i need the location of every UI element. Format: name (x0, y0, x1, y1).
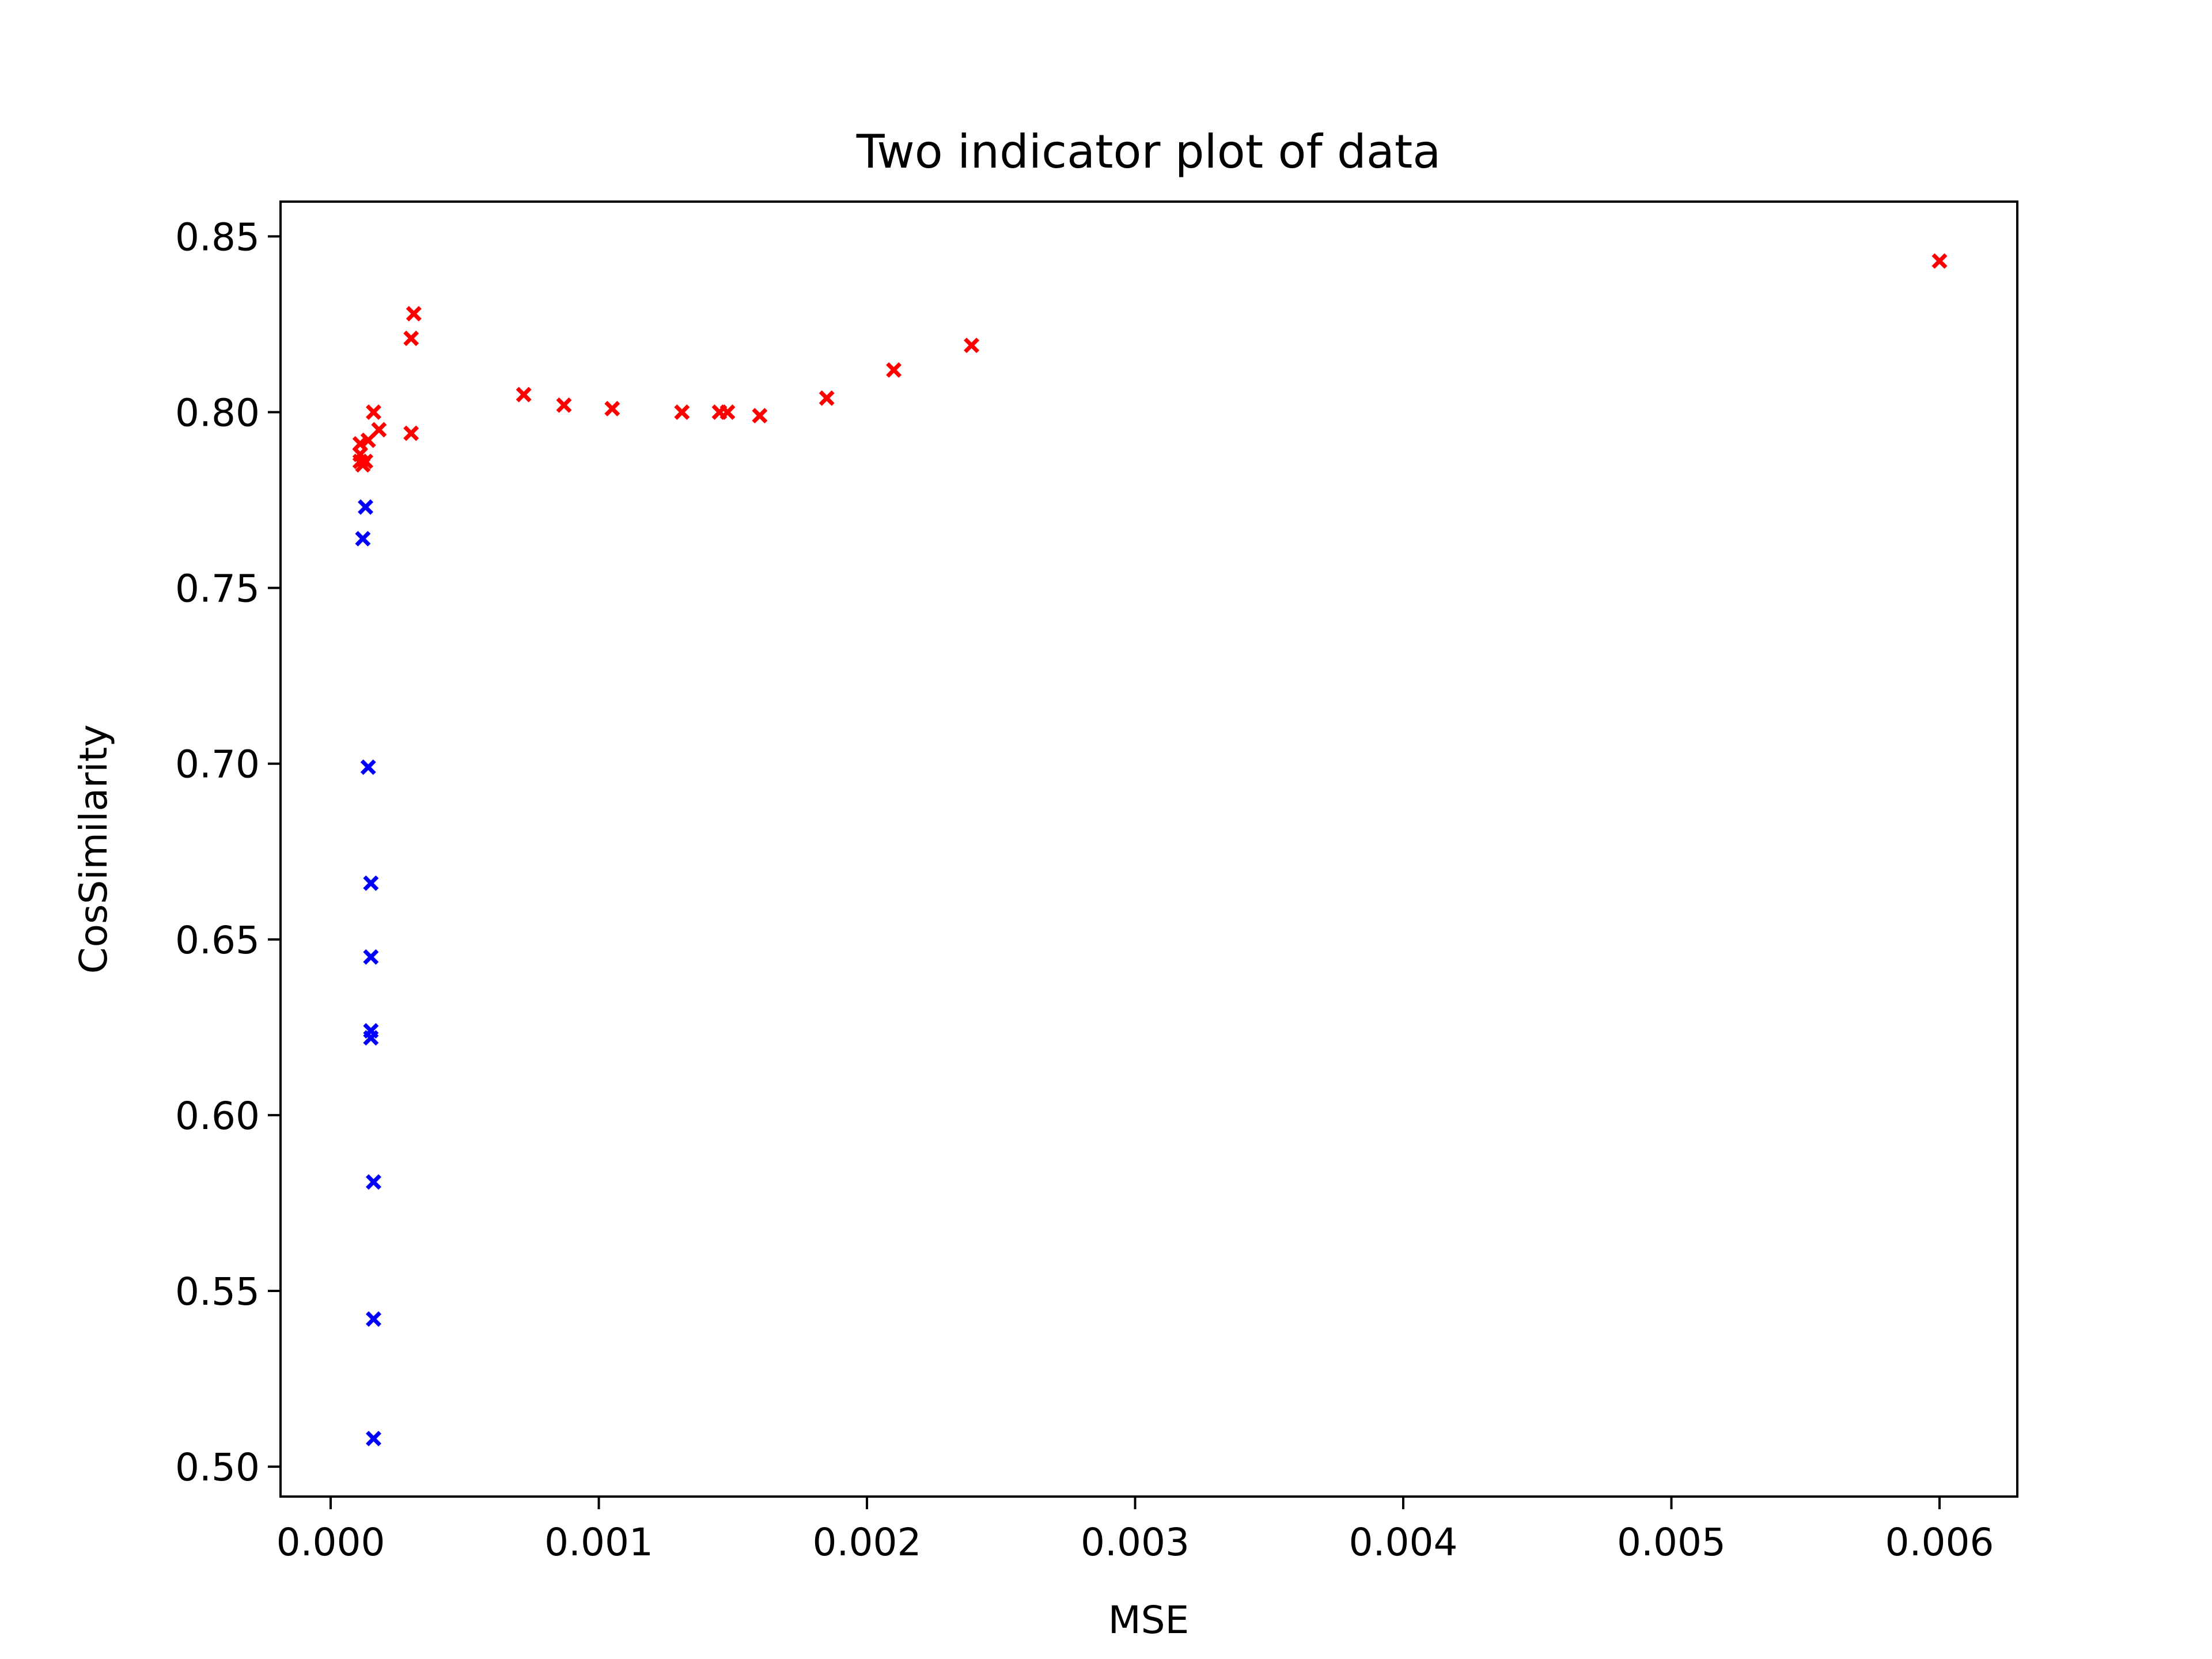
data-point (516, 387, 532, 403)
data-point (355, 531, 371, 547)
data-point (1931, 253, 1948, 269)
data-point (406, 306, 422, 322)
y-axis-title: CosSimilarity (71, 725, 116, 974)
data-point (719, 404, 736, 420)
y-tick-label: 0.85 (175, 215, 260, 259)
data-point (752, 408, 768, 424)
x-tick-label: 0.002 (813, 1520, 922, 1565)
x-tick-label: 0.003 (1081, 1520, 1190, 1565)
data-point (358, 499, 374, 515)
data-point (886, 362, 902, 378)
y-tick-label: 0.80 (175, 391, 260, 435)
data-point (403, 330, 419, 346)
marks-layer (352, 253, 1948, 1446)
data-point (360, 759, 376, 775)
data-point (360, 432, 376, 448)
plot-frame (279, 200, 2018, 1498)
y-tick-label: 0.75 (175, 567, 260, 611)
data-point (674, 404, 690, 420)
x-tick-label: 0.006 (1885, 1520, 1994, 1565)
data-point (363, 875, 379, 891)
data-point (403, 425, 419, 441)
data-point (366, 1430, 382, 1446)
x-tick-label: 0.004 (1349, 1520, 1458, 1565)
y-tick-label: 0.60 (175, 1094, 260, 1138)
y-tick-label: 0.65 (175, 918, 260, 963)
data-point (366, 404, 382, 420)
y-tick-label: 0.55 (175, 1270, 260, 1314)
data-point (819, 390, 835, 406)
y-tick-label: 0.50 (175, 1445, 260, 1490)
chart-title: Two indicator plot of data (856, 125, 1441, 179)
data-point (358, 453, 374, 469)
x-tick-label: 0.000 (276, 1520, 385, 1565)
data-point (556, 397, 572, 413)
data-point (366, 1311, 382, 1327)
y-tick-label: 0.70 (175, 743, 260, 787)
data-point (371, 422, 387, 438)
x-axis-title: MSE (1108, 1598, 1190, 1642)
data-point (964, 338, 980, 354)
data-point (604, 400, 620, 416)
x-tick-label: 0.005 (1617, 1520, 1726, 1565)
data-point (363, 1030, 379, 1046)
data-point (366, 1174, 382, 1190)
x-tick-label: 0.001 (544, 1520, 653, 1565)
data-point (363, 949, 379, 965)
ticks-layer: 0.000 0.001 0.002 0.003 0.004 0.005 0.006 0.50 0… (175, 215, 1994, 1565)
